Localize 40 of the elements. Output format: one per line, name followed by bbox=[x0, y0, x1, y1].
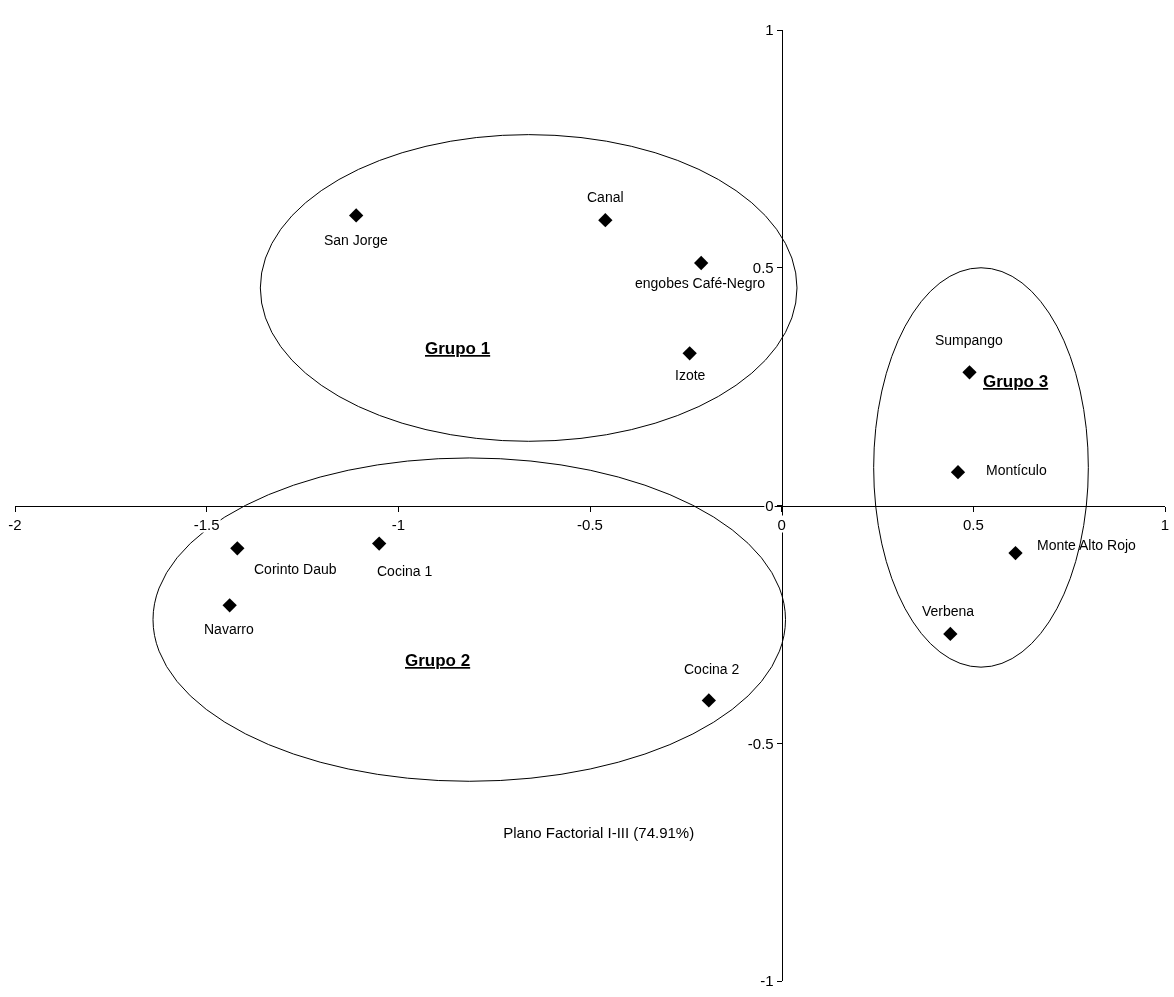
point bbox=[222, 598, 237, 613]
point bbox=[1008, 545, 1023, 561]
annotation: Corinto Daub bbox=[254, 561, 337, 577]
point bbox=[943, 626, 958, 642]
y-tick-label: 0.5 bbox=[752, 259, 774, 276]
annotation: Grupo 1 bbox=[425, 339, 491, 358]
point bbox=[230, 541, 245, 556]
y-tick-label: 0 bbox=[765, 496, 774, 514]
point bbox=[962, 365, 977, 380]
x-tick-label: 1 bbox=[1160, 515, 1170, 533]
annotation: Monte Alto Rojo bbox=[1037, 537, 1137, 553]
text: Plano Factorial I-III (74.91%) bbox=[503, 823, 695, 841]
point bbox=[349, 208, 364, 223]
x-tick-label: 0 bbox=[777, 515, 786, 533]
x-tick-label: -1 bbox=[391, 515, 405, 533]
point bbox=[682, 346, 697, 361]
point bbox=[950, 465, 966, 480]
point bbox=[694, 255, 709, 271]
annotation: Montículo bbox=[986, 462, 1047, 478]
point bbox=[598, 213, 613, 228]
annotation: Canal bbox=[587, 189, 624, 205]
annotation: Grupo 3 bbox=[983, 372, 1049, 391]
annotation: Grupo 2 bbox=[405, 651, 471, 670]
annotation: Navarro bbox=[204, 621, 255, 637]
x-tick-label: -2 bbox=[8, 515, 22, 533]
y-tick-label: -1 bbox=[760, 972, 774, 990]
point bbox=[701, 693, 716, 708]
annotation: Verbena bbox=[922, 603, 975, 619]
annotation: Cocina 1 bbox=[377, 563, 433, 579]
annotation: engobes Café-Negro bbox=[635, 275, 766, 291]
annotation: San Jorge bbox=[324, 232, 389, 248]
x-tick-label: -1.5 bbox=[193, 515, 220, 533]
point bbox=[372, 536, 387, 551]
y-tick-label: -0.5 bbox=[747, 734, 774, 752]
x-tick-label: 0.5 bbox=[962, 515, 984, 533]
annotation: Sumpango bbox=[935, 332, 1003, 348]
annotation: Cocina 2 bbox=[684, 661, 740, 677]
annotation: Izote bbox=[675, 367, 706, 383]
y-tick-label: 1 bbox=[765, 21, 774, 39]
x-tick-label: -0.5 bbox=[577, 515, 603, 533]
